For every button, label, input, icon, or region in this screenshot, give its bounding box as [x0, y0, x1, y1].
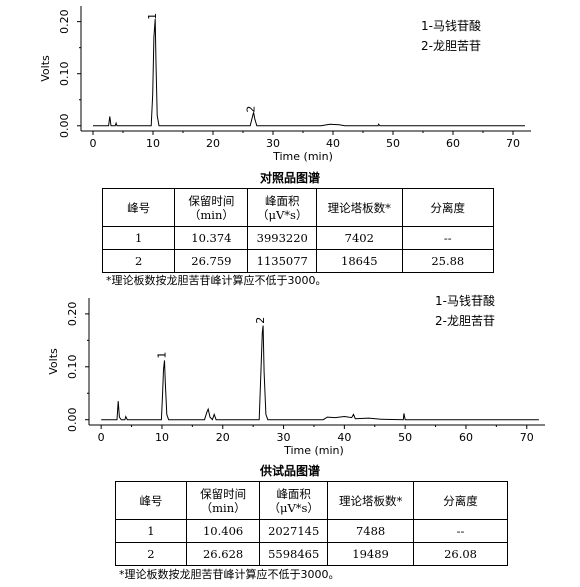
y-tick-label: 0.20	[58, 9, 71, 34]
header-area: 峰面积 （μV*s）	[259, 481, 329, 520]
cell-peak: 2	[101, 249, 176, 273]
cell-area: 3993220	[247, 226, 317, 250]
cell-peak: 1	[115, 519, 187, 543]
peak-label: 1	[146, 13, 159, 20]
header-peak: 峰号	[101, 188, 176, 227]
peak-label: 2	[245, 106, 258, 113]
cell-resolution: --	[413, 519, 508, 543]
caption-reference: 对照品图谱	[259, 171, 320, 185]
y-tick-label: 0.00	[66, 407, 79, 432]
chromatogram-trace	[93, 18, 525, 127]
cell-rt: 26.628	[185, 542, 261, 566]
cell-plates: 7488	[327, 519, 415, 543]
x-tick-label: 40	[337, 431, 351, 444]
legend-entry: 1-马钱苷酸	[421, 18, 481, 33]
x-axis-label: Time (min)	[272, 150, 333, 163]
table-row: 1 10.406 2027145 7488 --	[115, 519, 508, 543]
cell-plates: 7402	[316, 226, 403, 250]
cell-peak: 2	[115, 542, 187, 566]
cell-plates: 19489	[327, 542, 415, 566]
results-table-sample: 峰号 保留时间 （min） 峰面积 （μV*s） 理论塔板数* 分离度 1 10.4…	[115, 481, 508, 566]
x-tick-label: 0	[98, 431, 105, 444]
chromatogram-reference: 0 10 20 30 40 50 60 70 0.00 0.10 0.20 Time (min) Vol…	[39, 6, 531, 163]
header-rt-line1: 保留时间	[200, 486, 247, 501]
table-row: 2 26.628 5598465 19489 26.08	[115, 542, 508, 566]
results-table-reference: 峰号 保留时间 （min） 峰面积 （μV*s） 理论塔板数* 分离度 1 10.3…	[101, 188, 495, 273]
y-tick-label: 0.00	[58, 114, 71, 138]
chromatogram-sample: 0 10 20 30 40 50 60 70 0.00 0.10 0.20 Time (min) Vol…	[47, 293, 545, 457]
cell-area: 1135077	[247, 249, 317, 273]
cell-peak: 1	[101, 226, 176, 250]
x-tick-label: 30	[266, 137, 280, 150]
y-tick-label: 0.20	[66, 302, 79, 327]
header-area-line1: 峰面积	[276, 486, 311, 501]
cell-rt: 26.759	[174, 249, 249, 273]
caption-sample: 供试品图谱	[259, 464, 320, 478]
footnote-sample: *理论板数按龙胆苦苷峰计算应不低于3000。	[119, 568, 340, 581]
header-rt-line2: （min）	[200, 500, 246, 515]
x-tick-label: 0	[90, 137, 97, 150]
header-area-line2: （μV*s）	[268, 500, 319, 515]
x-tick-label: 10	[155, 431, 169, 444]
header-rt: 保留时间 （min）	[185, 481, 261, 520]
peak-label: 2	[254, 317, 267, 324]
x-tick-label: 60	[459, 431, 473, 444]
x-tick-label: 70	[520, 431, 534, 444]
header-peak: 峰号	[115, 481, 187, 520]
header-plates: 理论塔板数*	[327, 481, 415, 520]
y-axis-label: Volts	[39, 55, 52, 82]
legend-entry: 2-龙胆苦苷	[435, 314, 495, 328]
x-axis-label: Time (min)	[283, 444, 344, 457]
y-tick-label: 0.10	[58, 61, 71, 86]
x-tick-label: 20	[206, 137, 220, 150]
x-tick-label: 50	[398, 431, 412, 444]
y-tick-label: 0.10	[66, 355, 79, 380]
peak-label: 1	[155, 352, 168, 359]
table-row: 1 10.374 3993220 7402 --	[101, 226, 495, 250]
header-resolution: 分离度	[413, 481, 508, 520]
x-tick-label: 20	[216, 431, 230, 444]
legend-entry: 1-马钱苷酸	[435, 293, 495, 308]
header-area-line1: 峰面积	[264, 193, 300, 208]
x-tick-label: 60	[446, 137, 460, 150]
x-tick-label: 50	[386, 137, 400, 150]
header-plates: 理论塔板数*	[316, 188, 403, 227]
x-tick-label: 10	[146, 137, 160, 150]
y-axis-label: Volts	[47, 348, 60, 375]
x-tick-label: 30	[277, 431, 291, 444]
cell-resolution: --	[401, 226, 495, 250]
table-row: 2 26.759 1135077 18645 25.88	[101, 249, 495, 273]
chromatogram-trace	[101, 325, 539, 421]
footnote-reference: *理论板数按龙胆苦苷峰计算应不低于3000。	[106, 274, 327, 287]
cell-rt: 10.406	[185, 519, 261, 543]
cell-plates: 18645	[316, 249, 403, 273]
cell-rt: 10.374	[174, 226, 249, 250]
header-rt-line1: 保留时间	[188, 193, 235, 208]
cell-resolution: 26.08	[413, 542, 508, 566]
header-area: 峰面积 （μV*s）	[247, 188, 317, 227]
header-rt-line2: （min）	[188, 207, 234, 222]
cell-resolution: 25.88	[401, 249, 495, 273]
cell-area: 5598465	[259, 542, 329, 566]
cell-area: 2027145	[259, 519, 329, 543]
legend-entry: 2-龙胆苦苷	[421, 39, 481, 53]
x-tick-label: 40	[326, 137, 340, 150]
header-area-line2: （μV*s）	[257, 207, 308, 222]
header-resolution: 分离度	[401, 188, 495, 227]
x-tick-label: 70	[506, 137, 520, 150]
header-rt: 保留时间 （min）	[174, 188, 249, 227]
